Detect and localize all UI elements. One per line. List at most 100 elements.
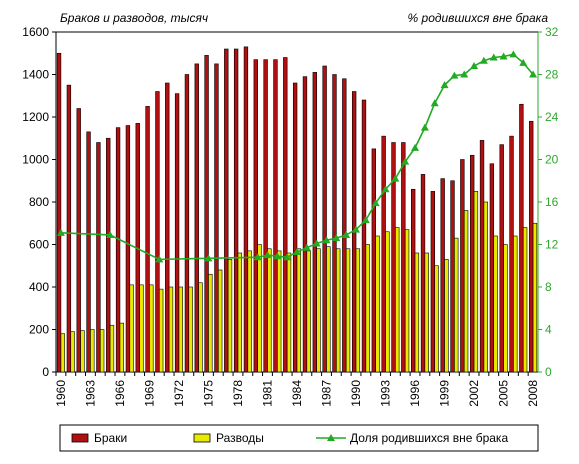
left-axis-title: Браков и разводов, тысяч: [60, 11, 208, 25]
bar-divorces-1975: [208, 273, 213, 373]
bar-marriages-1987: [322, 65, 327, 373]
point-share-1984: [293, 247, 301, 255]
bar-divorces-1981: [267, 248, 272, 373]
bar-divorces-1989: [345, 248, 351, 373]
point-share-1990: [352, 225, 361, 233]
point-share-1988: [332, 234, 341, 242]
point-share-1993: [381, 185, 390, 193]
bar-marriages-2001: [460, 159, 465, 373]
bar-divorces-1971: [168, 286, 174, 373]
bar-marriages-1960: [56, 52, 62, 373]
point-share-1985: [302, 243, 311, 251]
bar-marriages-1965: [106, 137, 111, 373]
bar-marriages-1980: [253, 59, 258, 373]
bar-marriages-1973: [184, 74, 190, 373]
bar-divorces-2005: [503, 244, 508, 373]
bar-marriages-1971: [165, 82, 170, 373]
point-share-2000: [450, 71, 459, 79]
bar-divorces-1966: [119, 322, 124, 373]
bar-marriages-1996: [411, 188, 416, 373]
point-share-1981: [263, 251, 272, 259]
point-share-2002: [470, 62, 479, 69]
x-tick-label-2008: 2008: [526, 380, 540, 407]
right-tick-label-4: 4: [545, 323, 552, 337]
x-tick-label-1984: 1984: [290, 380, 304, 407]
bar-marriages-1999: [440, 178, 445, 373]
x-tick-label-1963: 1963: [83, 380, 97, 407]
bar-marriages-1964: [96, 142, 101, 373]
bar-marriages-1986: [312, 72, 317, 373]
point-share-1983: [283, 253, 292, 261]
left-tick-label-400: 400: [29, 280, 49, 294]
bar-marriages-1984: [292, 82, 298, 373]
x-tick-label-1996: 1996: [408, 380, 422, 407]
bar-divorces-2004: [493, 235, 498, 373]
bar-marriages-1992: [371, 148, 376, 373]
bar-marriages-1978: [233, 48, 239, 373]
bar-divorces-1964: [99, 329, 105, 373]
bar-marriages-1967: [125, 125, 131, 373]
left-tick-label-600: 600: [29, 238, 49, 252]
bar-divorces-1993: [385, 231, 390, 373]
point-share-1997: [420, 123, 429, 131]
bar-divorces-1967: [129, 284, 134, 373]
right-tick-label-32: 32: [545, 25, 559, 39]
x-tick-label-1978: 1978: [231, 380, 245, 407]
point-share-1960: [56, 228, 65, 236]
bar-divorces-1992: [375, 235, 380, 373]
x-tick-label-1999: 1999: [438, 380, 452, 407]
bar-divorces-1980: [257, 244, 262, 373]
bar-marriages-1983: [283, 57, 288, 373]
bar-divorces-1965: [109, 324, 115, 373]
left-tick-label-1200: 1200: [22, 110, 49, 124]
bar-divorces-2006: [513, 235, 518, 373]
right-tick-label-12: 12: [545, 238, 559, 252]
bar-marriages-1966: [115, 127, 121, 373]
x-tick-label-1987: 1987: [320, 380, 334, 407]
legend-swatch-divorces: [193, 433, 211, 443]
legend-swatch-marriages: [71, 433, 89, 443]
right-tick-label-24: 24: [545, 110, 559, 124]
bar-marriages-2000: [450, 180, 455, 373]
bar-divorces-1990: [355, 248, 361, 373]
bar-divorces-1996: [414, 252, 420, 373]
point-share-1994: [391, 174, 400, 182]
legend-marker-share: [327, 434, 335, 441]
x-tick-label-2005: 2005: [497, 380, 511, 407]
bar-divorces-1972: [178, 286, 183, 373]
point-share-1982: [273, 252, 282, 260]
bar-marriages-1976: [214, 63, 219, 373]
point-share-1989: [342, 230, 351, 238]
point-share-1995: [401, 157, 410, 165]
point-share-2003: [479, 56, 488, 64]
bar-divorces-1988: [336, 248, 341, 373]
bar-marriages-1991: [361, 99, 367, 373]
x-tick-label-1966: 1966: [113, 380, 127, 407]
bar-marriages-1979: [243, 46, 249, 373]
x-tick-label-1960: 1960: [54, 380, 68, 407]
right-tick-label-28: 28: [545, 68, 559, 82]
bar-divorces-1963: [90, 329, 95, 373]
point-share-1980: [253, 253, 262, 261]
bar-marriages-1982: [273, 59, 278, 373]
right-tick-label-16: 16: [545, 195, 559, 209]
bar-divorces-1986: [316, 248, 321, 373]
right-tick-label-8: 8: [545, 280, 552, 294]
right-tick-label-20: 20: [545, 153, 559, 167]
x-tick-label-2002: 2002: [467, 380, 481, 407]
bar-divorces-1974: [198, 282, 203, 373]
point-share-2008: [529, 70, 538, 78]
bar-divorces-1973: [188, 286, 193, 373]
bar-divorces-2001: [463, 210, 469, 373]
bar-divorces-1985: [306, 250, 311, 373]
bar-marriages-1993: [381, 135, 386, 373]
bar-divorces-1994: [395, 227, 400, 373]
bar-marriages-2002: [470, 154, 475, 373]
bar-marriages-1963: [86, 131, 91, 373]
point-share-1965: [106, 230, 115, 238]
bar-divorces-1961: [70, 331, 75, 373]
bar-marriages-2005: [499, 144, 504, 373]
bar-marriages-1972: [174, 93, 180, 373]
left-tick-label-0: 0: [42, 365, 49, 379]
point-share-1996: [411, 143, 420, 151]
